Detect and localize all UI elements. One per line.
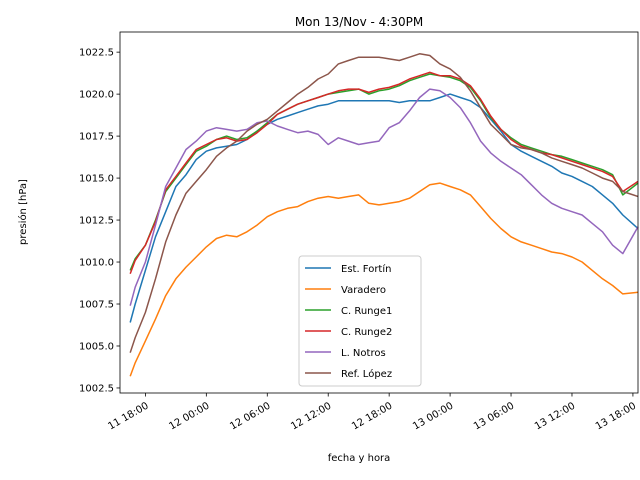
series-line-5 [129,53,639,353]
y-tick-label: 1007.5 [79,300,114,311]
x-axis-label: fecha y hora [328,453,391,464]
y-tick-label: 1022.5 [79,48,114,59]
series-line-1 [129,182,639,377]
legend-label: L. Notros [341,348,386,359]
legend-label: C. Runge2 [341,327,392,338]
y-tick-label: 1015.0 [79,174,114,185]
y-tick-label: 1017.5 [79,132,114,143]
y-tick-label: 1012.5 [79,216,114,227]
legend-box [298,255,422,387]
y-tick-label: 1020.0 [79,90,114,101]
y-tick-label: 1010.0 [79,258,114,269]
series-line-4 [129,88,639,306]
legend-label: Varadero [341,285,386,296]
plot-area [129,53,639,377]
legend-label: Ref. López [341,368,392,380]
series-line-3 [129,71,639,275]
legend-label: Est. Fortín [341,263,391,275]
plot-frame [119,31,639,394]
legend-label: C. Runge1 [341,306,392,317]
chart-title: Mon 13/Nov - 4:30PM [295,15,423,29]
y-tick-label: 1002.5 [79,383,114,394]
y-axis: 1002.5 1005.0 1007.5 1010.0 1012.5 1015.0 1017… [79,48,120,394]
y-tick-label: 1005.0 [79,341,114,352]
series-line-0 [129,93,639,323]
y-axis-label: presión [hPa] [17,179,29,245]
legend: Est. Fortín Varadero C. Runge1 C. Runge2 L. … [298,255,422,387]
